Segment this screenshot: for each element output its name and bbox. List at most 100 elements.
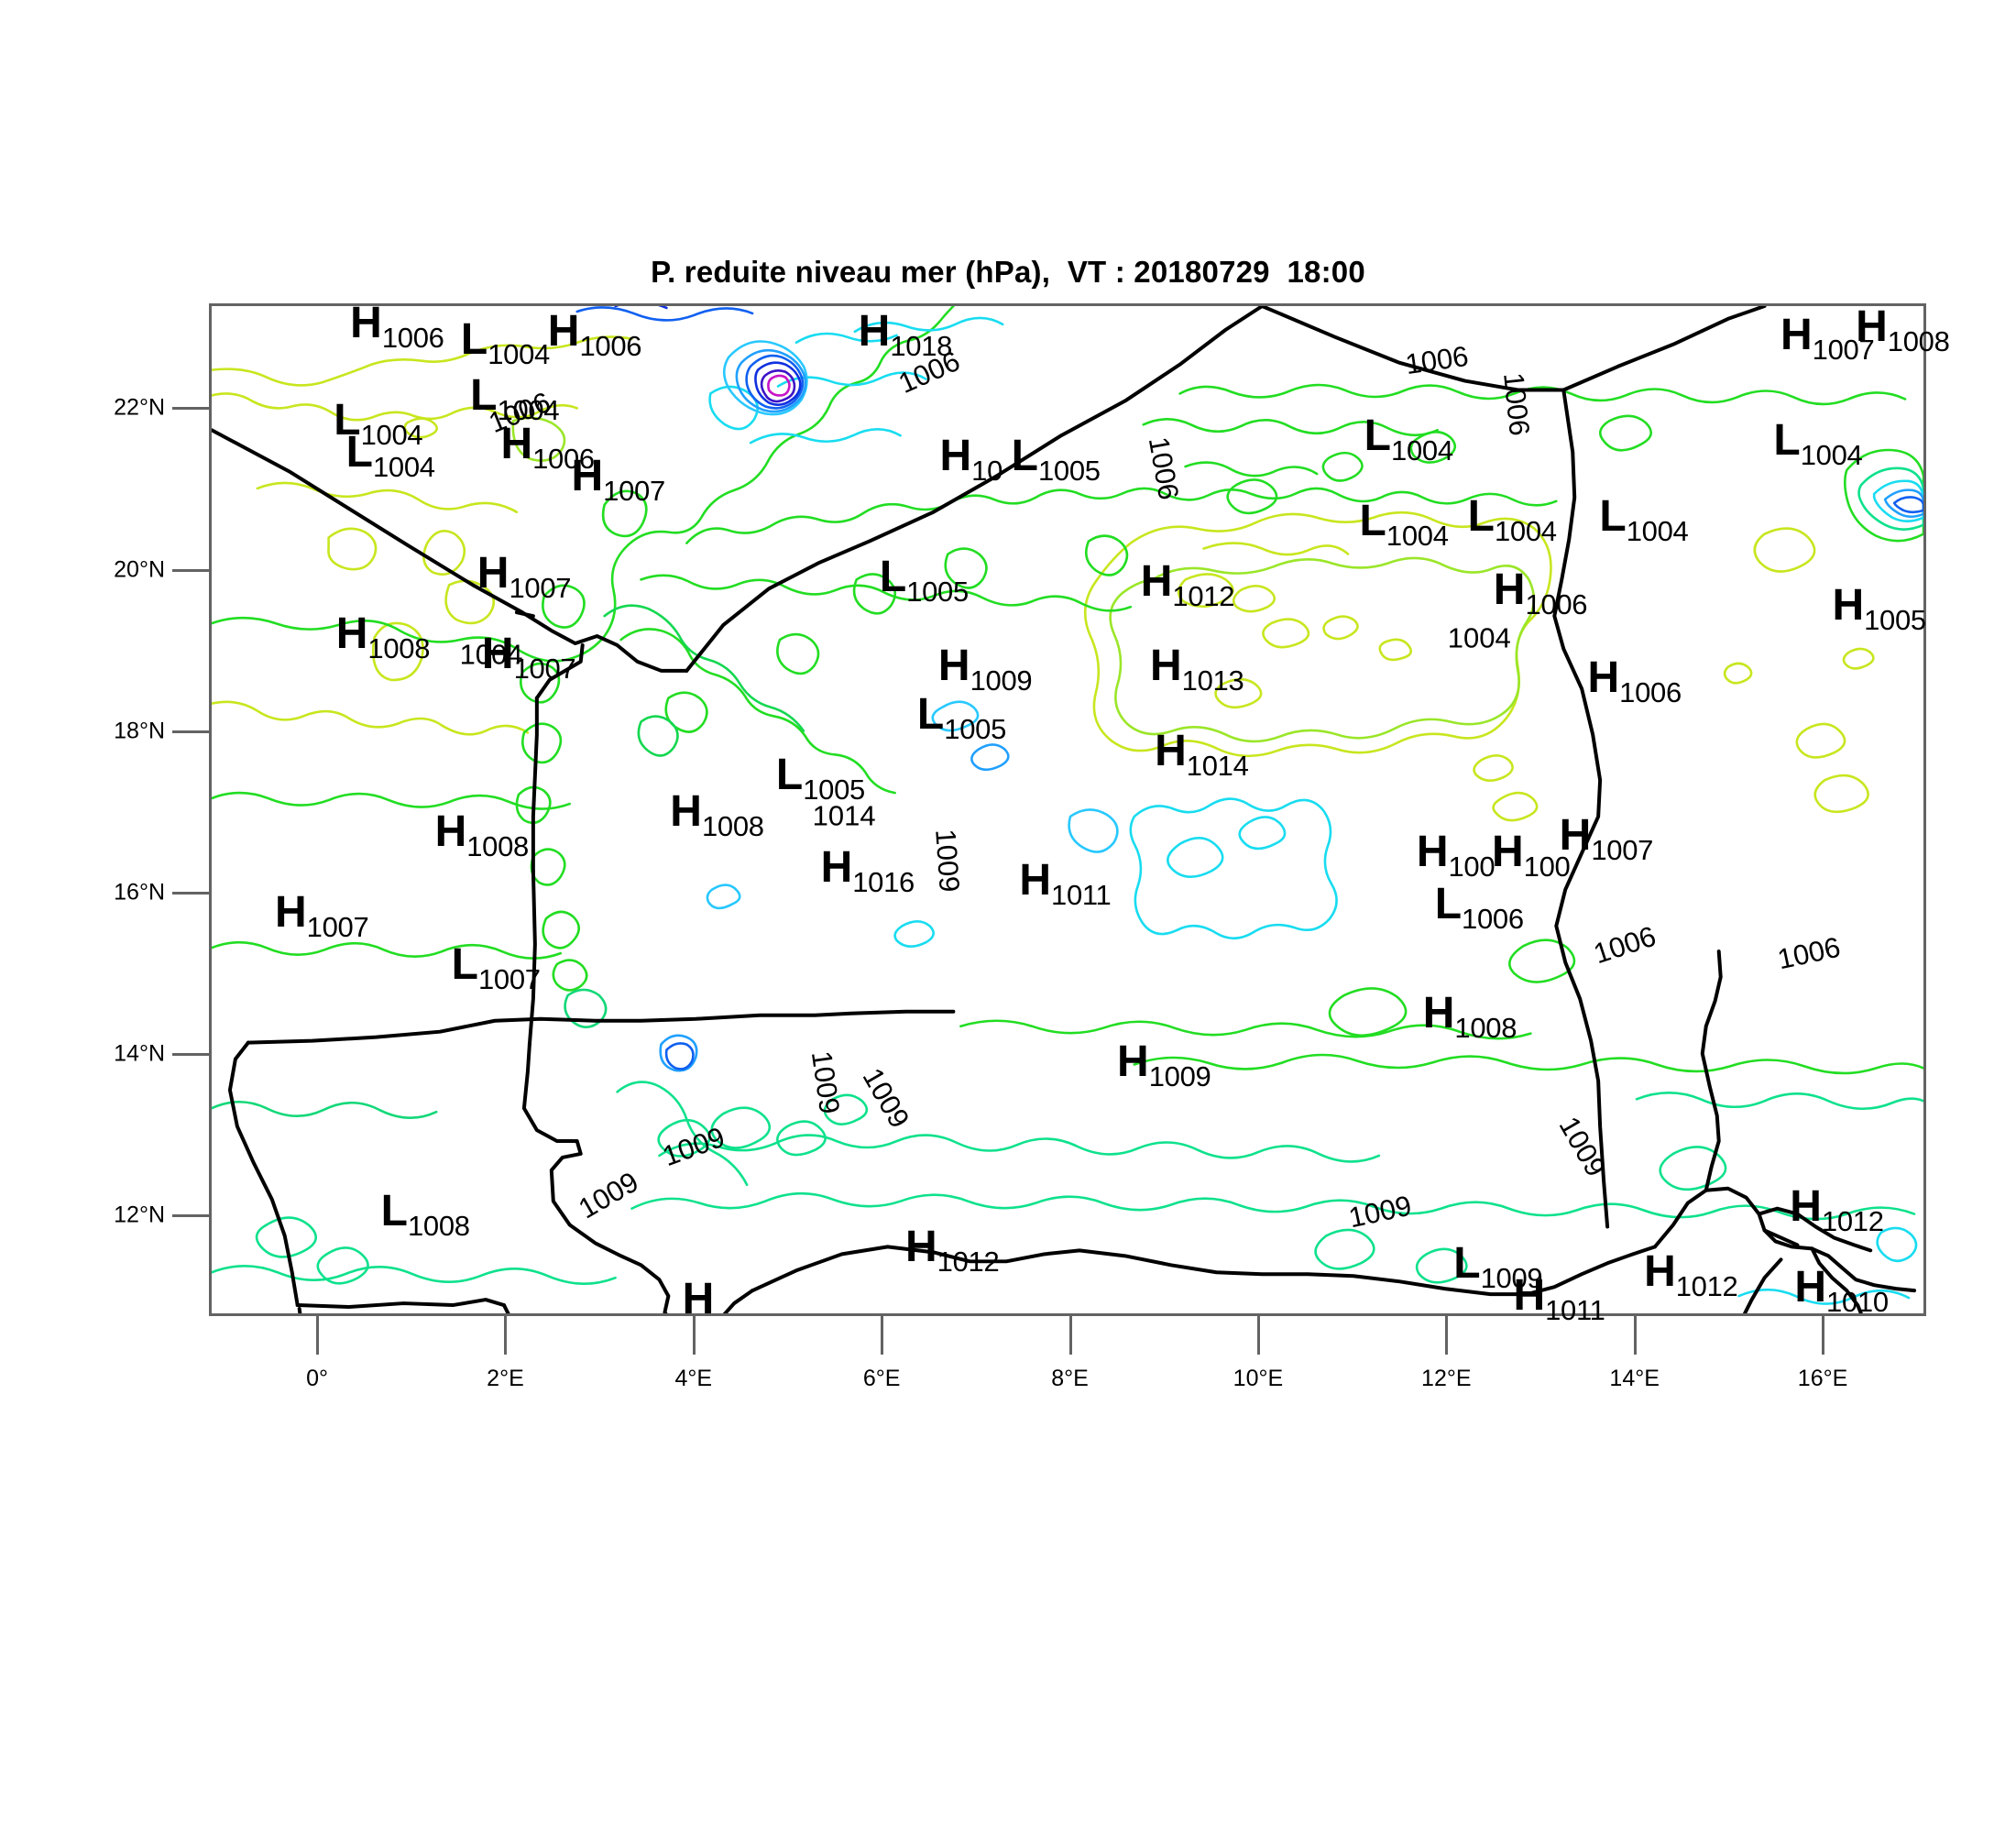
pressure-centre-l: L1004	[1599, 495, 1688, 546]
contour-map	[212, 306, 1923, 1313]
contour-lines	[212, 306, 1923, 1305]
x-tick-mark	[1822, 1316, 1825, 1355]
pressure-centre-symbol: H	[1117, 1037, 1149, 1086]
pressure-centre-l: L1004	[1773, 418, 1862, 469]
x-tick-mark	[881, 1316, 884, 1355]
pressure-centre-value: 1010	[1826, 1286, 1889, 1319]
pressure-centre-value: 1007	[1591, 834, 1654, 867]
y-axis-label: 12°N	[114, 1202, 165, 1228]
pressure-centre-symbol: L	[775, 751, 804, 800]
x-tick-mark	[316, 1316, 320, 1355]
pressure-centre-h: H1007	[477, 551, 572, 602]
pressure-centre-symbol: L	[380, 1186, 408, 1235]
map-plot-area	[209, 303, 1926, 1316]
contour-value-label: 1009	[805, 1048, 846, 1116]
pressure-centre-symbol: H	[1416, 827, 1449, 876]
contour-value-label: 1006	[1497, 370, 1537, 438]
page-title: P. reduite niveau mer (hPa), VT : 201807…	[651, 255, 1365, 289]
pressure-centre-value: 1004	[1386, 519, 1449, 552]
pressure-centre-h: H10	[939, 432, 1003, 486]
pressure-centre-symbol: H	[1019, 855, 1052, 905]
pressure-centre-symbol: H	[1155, 726, 1187, 775]
pressure-centre-l: L1005	[880, 555, 969, 607]
pressure-centre-value: 1004	[372, 450, 435, 483]
y-tick-mark	[172, 407, 209, 411]
pressure-centre-symbol: H	[1856, 302, 1888, 352]
contour-level-1006	[212, 306, 1923, 1075]
y-axis-label: 16°N	[114, 879, 165, 906]
pressure-centre-value: 1018	[890, 329, 953, 362]
pressure-centre-value: 1004	[1391, 434, 1453, 467]
x-axis-label: 4°E	[674, 1366, 713, 1391]
pressure-centre-h: H1014	[1155, 726, 1249, 780]
pressure-centre-symbol: H	[500, 420, 533, 469]
pressure-centre-h: H1016	[821, 846, 915, 897]
pressure-centre-value: 1012	[1821, 1205, 1884, 1238]
contour-level-1005	[511, 416, 1536, 743]
pressure-centre-value: 1006	[532, 443, 595, 476]
pressure-centre-h: H1006	[1587, 656, 1682, 708]
pressure-centre-h: H1006	[500, 420, 595, 474]
pressure-centre-value: 1013	[1181, 664, 1244, 697]
y-axis-label: 22°N	[114, 394, 165, 421]
pressure-centre-value: 1006	[579, 329, 642, 362]
pressure-centre-value: 1004	[488, 337, 550, 370]
contour-level-1004	[212, 335, 1875, 822]
y-tick-mark	[172, 891, 209, 895]
pressure-centre-h: H1008	[670, 786, 764, 840]
pressure-centre-h: H100	[1491, 827, 1571, 881]
y-axis-label: 14°N	[114, 1040, 165, 1067]
pressure-centre-value: 1007	[603, 475, 665, 508]
pressure-centre-symbol: H	[939, 432, 972, 481]
pressure-centre-h: H100	[1416, 827, 1496, 881]
pressure-centre-value: 1005	[1037, 455, 1101, 488]
pressure-centre-symbol: H	[1491, 827, 1524, 876]
pressure-centre-value: 1008	[407, 1209, 470, 1242]
x-axis-label: 10°E	[1233, 1366, 1284, 1391]
pressure-centre-symbol: L	[470, 371, 498, 421]
pressure-centre-symbol: H	[1513, 1270, 1546, 1320]
pressure-centre-l: L1004	[334, 398, 422, 449]
pressure-centre-value: 1008	[1454, 1011, 1517, 1044]
pressure-centre-h: H1007	[275, 890, 369, 941]
pressure-centre-value: 100	[1448, 850, 1496, 883]
pressure-centre-value: 1005	[906, 576, 969, 609]
pressure-centre-symbol: H	[1559, 811, 1592, 861]
pressure-centre-symbol: H	[571, 452, 604, 501]
pressure-centre-symbol: H	[670, 786, 702, 836]
x-axis-label: 14°E	[1609, 1366, 1660, 1391]
pressure-centre-h: H1012	[1790, 1185, 1884, 1236]
pressure-centre-h: H1009	[1117, 1037, 1211, 1091]
contour-value-label: 1014	[812, 799, 876, 832]
pressure-centre-symbol: H	[1794, 1263, 1827, 1312]
pressure-centre-value: 1007	[306, 910, 369, 943]
pressure-centre-l: L1005	[1012, 434, 1101, 486]
x-tick-mark	[692, 1316, 696, 1355]
x-tick-mark	[504, 1316, 508, 1355]
pressure-centre-symbol: H	[1644, 1246, 1676, 1296]
pressure-centre-value: 1006	[1525, 587, 1588, 620]
pressure-centre-h: H1010	[1794, 1263, 1889, 1317]
y-tick-mark	[172, 568, 209, 572]
pressure-centre-value: 1014	[1186, 749, 1249, 782]
pressure-centre-value: 1008	[466, 829, 529, 862]
x-tick-mark	[1445, 1316, 1449, 1355]
pressure-centre-h: H1018	[859, 309, 953, 360]
x-axis-label: 8°E	[1051, 1366, 1089, 1391]
x-axis-label: 12°E	[1421, 1366, 1472, 1391]
contour-level-1007	[603, 604, 805, 757]
pressure-centre-symbol: H	[481, 630, 514, 678]
pressure-centre-symbol: H	[682, 1275, 715, 1324]
pressure-centre-h: H1006	[350, 302, 444, 353]
contour-level-1012	[708, 316, 1918, 1305]
pressure-centre-value: 10	[971, 455, 1003, 488]
country-borders	[212, 306, 1917, 1313]
pressure-centre-value: 1008	[367, 631, 431, 664]
pressure-centre-h: H1005	[1832, 584, 1926, 635]
pressure-centre-h: H1011	[1019, 855, 1111, 909]
pressure-centre-l: L1006	[1435, 882, 1524, 933]
x-axis-label: 2°E	[487, 1366, 524, 1391]
pressure-centre-value: 1012	[1675, 1269, 1738, 1302]
pressure-centre-l: L1005	[917, 693, 1006, 744]
